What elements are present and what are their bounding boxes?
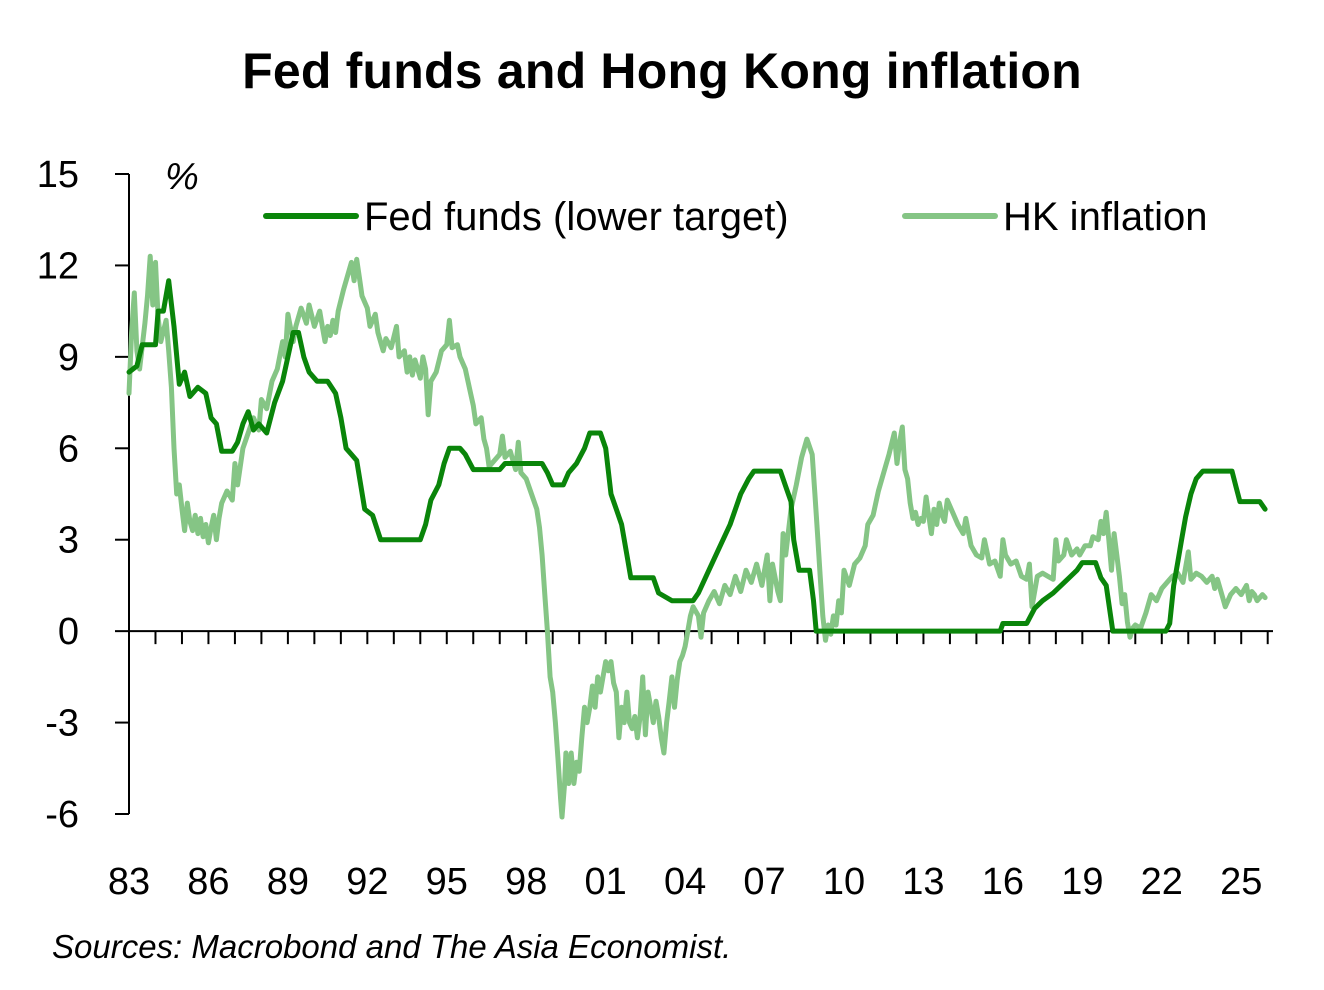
x-tick-label: 98	[505, 861, 547, 903]
legend: Fed funds (lower target) HK inflation	[263, 195, 1208, 239]
x-tick-label: 07	[743, 861, 785, 903]
x-tick-label: 10	[823, 861, 865, 903]
y-tick-label: -6	[45, 794, 79, 836]
unit-label: %	[165, 156, 199, 198]
source-note: Sources: Macrobond and The Asia Economis…	[52, 928, 732, 965]
legend-label-hk-inflation: HK inflation	[1003, 195, 1208, 239]
legend-label-fed-funds: Fed funds (lower target)	[364, 195, 789, 239]
x-tick-label: 89	[267, 861, 309, 903]
chart-title: Fed funds and Hong Kong inflation	[242, 43, 1082, 99]
x-tick-label: 83	[108, 861, 150, 903]
x-tick-label: 25	[1220, 861, 1262, 903]
x-tick-label: 86	[187, 861, 229, 903]
y-tick-label: 6	[58, 428, 79, 470]
x-tick-label: 95	[426, 861, 468, 903]
x-tick-label: 92	[346, 861, 388, 903]
axes: 15 12 9 6 3 0 -3 -6 83 86 89 92 95 98 01 04 07 10 13 16 19 22…	[37, 154, 1273, 903]
y-tick-label: 3	[58, 520, 79, 562]
x-tick-label: 22	[1141, 861, 1183, 903]
x-tick-label: 16	[982, 861, 1024, 903]
fed-funds-line	[126, 278, 1268, 634]
hk-inflation-line	[126, 253, 1268, 820]
y-tick-label: 15	[37, 154, 79, 196]
series-group	[126, 253, 1268, 820]
y-tick-label: -3	[45, 703, 79, 745]
y-tick-label: 0	[58, 611, 79, 653]
x-tick-label: 19	[1061, 861, 1103, 903]
x-tick-label: 04	[664, 861, 706, 903]
y-tick-label: 12	[37, 245, 79, 287]
x-tick-label: 01	[585, 861, 627, 903]
y-tick-label: 9	[58, 337, 79, 379]
x-tick-label: 13	[902, 861, 944, 903]
